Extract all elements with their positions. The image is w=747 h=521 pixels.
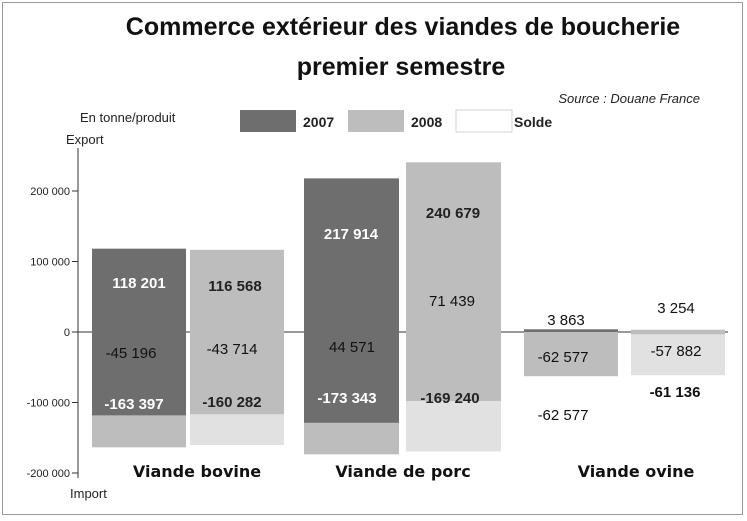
source-note: Source : Douane France (558, 91, 700, 106)
y-tick-label: 100 000 (30, 257, 70, 269)
bar-2008-export (406, 162, 501, 332)
data-label-2008-export: 3 254 (657, 300, 695, 317)
data-label-2008-export: 240 679 (426, 205, 480, 222)
legend: 2007 2008 Solde (240, 109, 552, 133)
data-label-2007-import: -173 343 (317, 390, 376, 407)
legend-label-2007: 2007 (303, 114, 334, 130)
bar-2007-export (92, 248, 186, 332)
data-label-2008-export: 116 568 (208, 278, 261, 295)
export-label: Export (66, 132, 104, 147)
bar-solde (190, 414, 284, 445)
data-label-solde: -45 196 (106, 345, 157, 362)
bar-2007-export (304, 178, 399, 332)
legend-label-2008: 2008 (411, 114, 442, 130)
y-tick-label: -100 000 (27, 398, 70, 410)
chart-title-line1: Commerce extérieur des viandes de bouche… (126, 13, 680, 41)
bars (92, 162, 725, 455)
data-labels: 118 201 116 568 217 914 240 679 3 863 3 254 -1… (104, 205, 701, 424)
legend-swatch-solde (455, 109, 513, 133)
import-label: Import (70, 486, 107, 501)
y-tick-label: 0 (64, 327, 70, 339)
category-label-ovine: Viande ovine (578, 462, 695, 481)
category-label-bovine: Viande bovine (133, 462, 261, 481)
data-label-solde: -43 714 (207, 341, 258, 358)
legend-swatch-2008 (348, 110, 404, 132)
y-axis: 200 000 100 000 0 -100 000 -200 000 (27, 148, 728, 480)
chart-title-line2: premier semestre (297, 53, 506, 81)
legend-swatch-2007 (240, 110, 296, 132)
data-label-solde: 44 571 (329, 339, 375, 356)
bar-2008-export (631, 329, 725, 333)
category-label-porc: Viande de porc (335, 462, 470, 481)
data-label-solde: 71 439 (429, 293, 475, 310)
bar-solde (92, 415, 186, 448)
data-label-2008-import: -61 136 (650, 384, 701, 401)
y-tick-label: -200 000 (27, 468, 70, 480)
bar-solde (631, 334, 725, 376)
bar-solde (406, 400, 501, 452)
data-label-2008-import: -169 240 (420, 390, 479, 407)
data-label-2007-export: 118 201 (112, 275, 165, 292)
y-tick-label: 200 000 (30, 186, 70, 198)
data-label-2007-import: -163 397 (104, 396, 163, 413)
data-label-2007-export: 217 914 (324, 226, 379, 243)
bar-2007-export (524, 329, 618, 333)
data-label-solde: -62 577 (538, 349, 589, 366)
bar-solde (304, 422, 399, 455)
data-label-2008-import: -160 282 (202, 394, 261, 411)
unit-label: En tonne/produit (80, 110, 176, 125)
data-label-2007-export: 3 863 (547, 312, 585, 329)
bar-solde (524, 332, 618, 377)
bar-2008-export (190, 249, 284, 332)
data-label-solde: -57 882 (651, 343, 702, 360)
legend-label-solde: Solde (514, 114, 552, 130)
data-label-2007-import: -62 577 (538, 407, 589, 424)
